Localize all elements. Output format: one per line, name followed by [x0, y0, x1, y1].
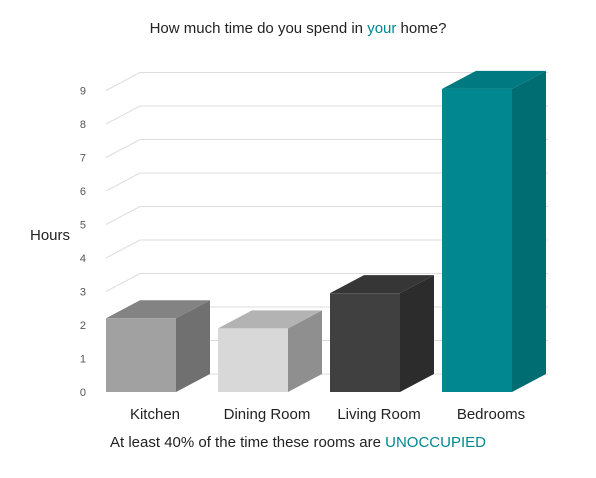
bar-top [218, 310, 322, 329]
y-tick-labels: 0 1 2 3 4 5 6 7 8 9 [80, 86, 86, 400]
y-tick-label: 7 [80, 153, 86, 165]
grid-line-diagonal [105, 105, 141, 125]
bars [106, 70, 546, 392]
bar-front [218, 328, 288, 392]
y-axis-label: Hours [30, 227, 71, 244]
bar-side [512, 70, 546, 392]
category-labels: Kitchen Dining Room Living Room Bedrooms [130, 406, 525, 423]
category-label: Bedrooms [457, 406, 525, 423]
bar-top [442, 70, 546, 89]
bar [218, 310, 322, 392]
grid-line-diagonal [105, 273, 141, 292]
title-text-after: home? [396, 20, 447, 37]
category-label: Kitchen [130, 406, 180, 423]
grid-line-diagonal [105, 206, 141, 225]
bar-front [106, 318, 176, 392]
grid-line-diagonal [105, 172, 141, 192]
y-tick-label: 9 [80, 86, 86, 98]
grid-line-diagonal [105, 72, 141, 91]
bar-side [288, 310, 322, 392]
chart-title: How much time do you spend in your home? [0, 20, 596, 37]
y-tick-label: 4 [80, 253, 86, 265]
category-label: Living Room [337, 406, 420, 423]
y-tick-label: 5 [80, 220, 86, 232]
bar-top [106, 300, 210, 319]
y-tick-label: 8 [80, 119, 86, 131]
y-tick-label: 3 [80, 287, 86, 299]
bar-side [400, 275, 434, 392]
chart-footer: At least 40% of the time these rooms are… [0, 434, 596, 451]
y-tick-label: 1 [80, 354, 86, 366]
category-label: Dining Room [224, 406, 311, 423]
grid-line-diagonal [105, 239, 141, 259]
y-tick-label: 2 [80, 320, 86, 332]
bar-front [442, 88, 512, 392]
title-text-before: How much time do you spend in [149, 20, 368, 37]
grid-line-diagonal [105, 139, 141, 158]
bar [442, 70, 546, 392]
bar-top [330, 275, 434, 294]
bar [330, 275, 434, 392]
title-highlight: your [367, 20, 397, 37]
footer-text: At least 40% of the time these rooms are [110, 434, 386, 451]
bar-front [330, 293, 400, 392]
bar-side [176, 300, 210, 392]
footer-highlight: UNOCCUPIED [385, 434, 486, 451]
y-tick-label: 0 [80, 387, 86, 399]
bar [106, 300, 210, 392]
y-tick-label: 6 [80, 186, 86, 198]
